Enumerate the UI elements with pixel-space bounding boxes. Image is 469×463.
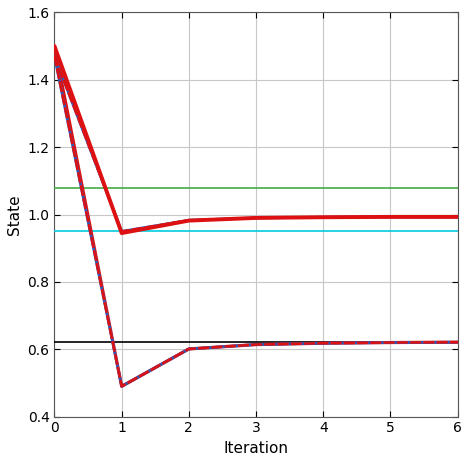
Y-axis label: State: State: [7, 194, 22, 235]
X-axis label: Iteration: Iteration: [224, 441, 288, 456]
